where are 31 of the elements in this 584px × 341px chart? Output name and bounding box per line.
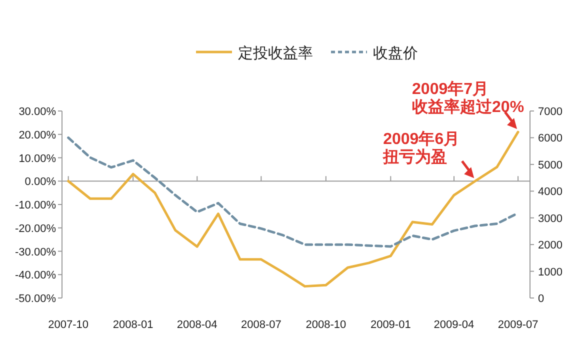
y2-tick-label: 0 [538,293,544,305]
y2-tick-label: 5000 [538,159,562,172]
annotation: 扭亏为盈 [383,149,448,166]
x-tick-label: 2008-07 [240,319,282,331]
y-tick-label: -30.00% [15,246,56,258]
annotation: 2009年6月 [383,130,460,148]
x-tick-label: 2008-01 [112,319,154,331]
y-tick-label: 10.00% [18,152,56,165]
y-tick-label: -40.00% [15,270,56,282]
legend-label: 收盘价 [373,45,418,62]
y2-tick-label: 6000 [538,132,562,145]
x-tick-label: 2008-04 [176,319,218,331]
y2-tick-label: 4000 [538,186,562,198]
x-tick-label: 2009-04 [434,319,474,331]
x-tick-label: 2009-01 [370,319,411,331]
x-tick-label: 2009-07 [498,319,538,331]
y2-tick-label: 1000 [538,266,562,278]
y-tick-label: 30.00% [18,106,56,118]
x-tick-label: 2007-10 [48,319,89,331]
annotation: 收益率超过20% [412,99,524,116]
y-tick-label: -10.00% [15,200,56,212]
x-tick-label: 2008-10 [306,319,346,331]
y-tick-label: 0.00% [24,176,56,188]
y-tick-label: 20.00% [18,129,56,142]
annotation: 2009年7月 [412,80,489,98]
y2-tick-label: 7000 [538,106,562,118]
legend-label: 定投收益率 [238,45,313,62]
y2-tick-label: 3000 [538,212,562,225]
y-tick-label: -50.00% [15,293,56,305]
y-tick-label: -20.00% [15,222,56,235]
y2-tick-label: 2000 [538,240,562,252]
